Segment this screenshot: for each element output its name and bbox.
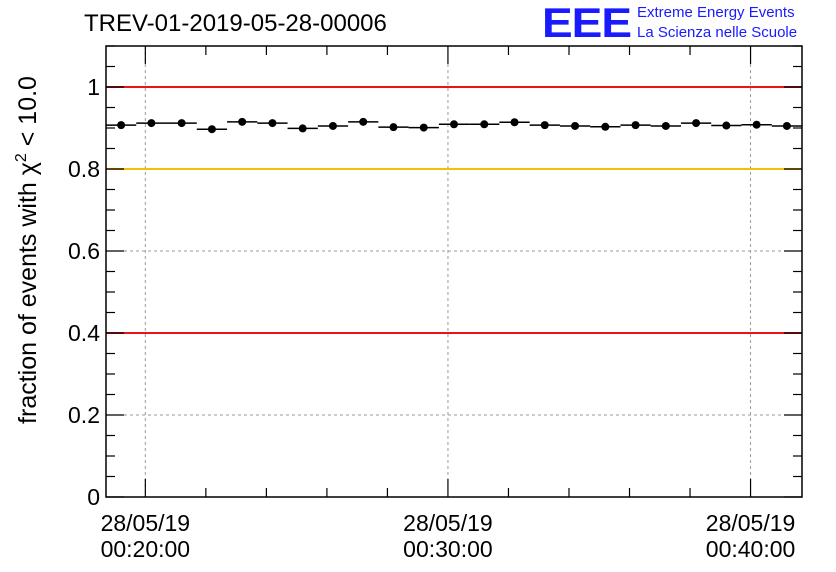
data-point xyxy=(631,121,640,130)
y-tick-label: 0 xyxy=(87,484,100,510)
data-series xyxy=(106,117,802,134)
y-tick-label: 0.4 xyxy=(68,320,100,346)
data-point xyxy=(389,123,398,132)
y-tick-label: 0.2 xyxy=(68,402,100,428)
data-point xyxy=(177,119,186,128)
data-point xyxy=(207,125,216,134)
data-point xyxy=(238,117,247,126)
grid xyxy=(106,46,802,497)
data-point xyxy=(298,124,307,133)
data-point xyxy=(692,119,701,128)
eee-logo: EEE xyxy=(542,0,632,47)
y-axis-label: fraction of events with χ2 < 10.0 xyxy=(13,76,42,424)
x-tick-label-time: 00:30:00 xyxy=(403,536,493,562)
data-point xyxy=(782,121,791,130)
x-tick-label-time: 00:40:00 xyxy=(706,536,796,562)
data-point xyxy=(117,121,126,130)
x-tick-label-date: 28/05/19 xyxy=(403,510,493,536)
data-point xyxy=(752,120,761,129)
data-point xyxy=(147,119,156,128)
data-point xyxy=(268,119,277,128)
logo-text-line1: Extreme Energy Events xyxy=(637,4,795,21)
reference-lines xyxy=(106,86,802,334)
data-point xyxy=(328,121,337,130)
x-tick-label-date: 28/05/19 xyxy=(101,510,191,536)
data-point xyxy=(480,120,489,129)
data-point xyxy=(540,121,549,130)
data-point xyxy=(450,120,458,129)
data-point xyxy=(571,121,580,130)
logo-text-line2: La Scienza nelle Scuole xyxy=(637,24,798,41)
chart-title: TREV-01-2019-05-28-00006 xyxy=(84,10,387,37)
data-point xyxy=(510,118,519,127)
data-point xyxy=(359,117,368,126)
tick-labels: 00.20.40.60.8128/05/1900:20:0028/05/1900… xyxy=(68,74,795,562)
data-point xyxy=(661,121,670,130)
data-point xyxy=(601,122,610,131)
plot-frame xyxy=(105,45,803,498)
y-tick-label: 1 xyxy=(87,74,100,100)
axis-ticks xyxy=(106,45,802,498)
data-point xyxy=(722,121,731,130)
y-tick-label: 0.6 xyxy=(68,238,100,264)
x-tick-label-date: 28/05/19 xyxy=(706,510,796,536)
y-tick-label: 0.8 xyxy=(68,156,100,182)
x-tick-label-time: 00:20:00 xyxy=(101,536,191,562)
data-point xyxy=(419,123,428,132)
